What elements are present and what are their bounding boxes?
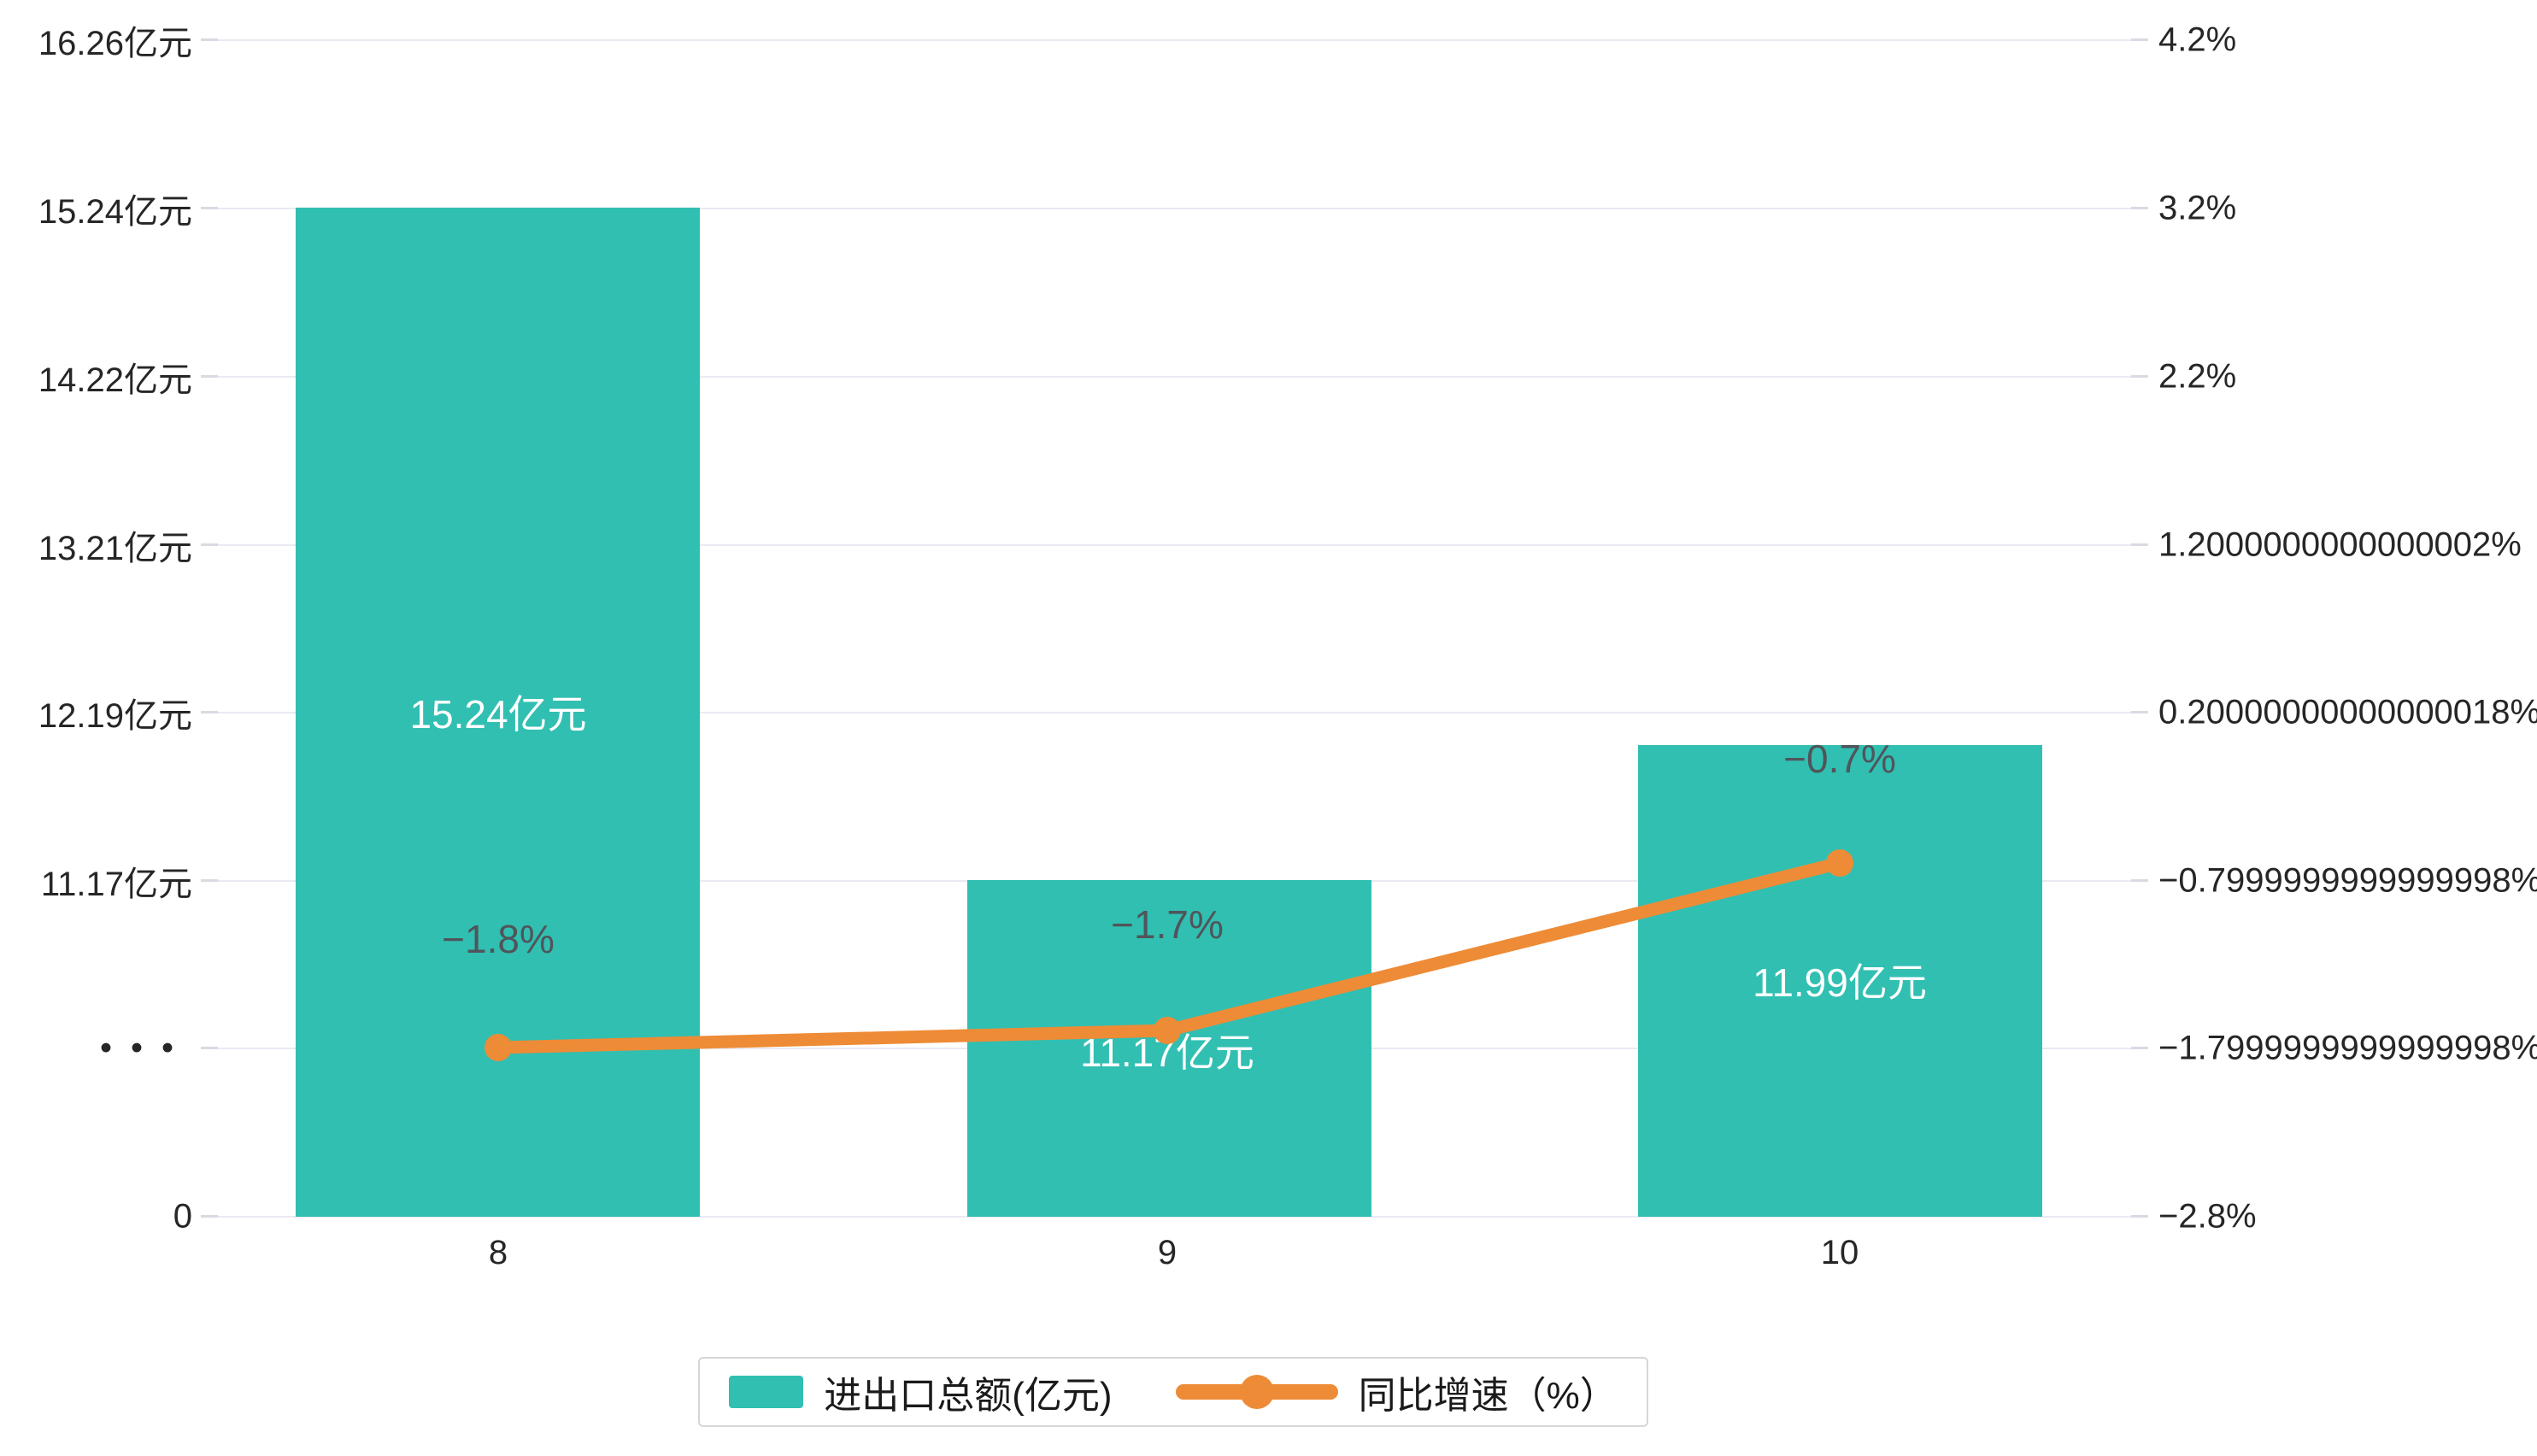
left-axis-label: 14.22亿元	[38, 361, 192, 399]
right-axis-tickmark	[2131, 1215, 2148, 1218]
line-value-label: −0.7%	[1783, 737, 1896, 781]
right-axis-label: 0.20000000000000018%	[2158, 693, 2537, 731]
legend-label-bar: 进出口总额(亿元)	[824, 1375, 1113, 1417]
gridline	[218, 39, 2131, 41]
legend-item-line-series[interactable]: 同比增速（%）	[1175, 1365, 1618, 1419]
gridline	[218, 544, 2131, 546]
right-axis-label: 4.2%	[2158, 21, 2237, 59]
left-axis-tickmark	[201, 711, 218, 713]
right-axis-tickmark	[2131, 375, 2148, 378]
bar-series-swatch-icon	[729, 1376, 804, 1408]
left-axis-tickmark	[201, 879, 218, 882]
right-axis-label: 1.2000000000000002%	[2158, 525, 2522, 564]
right-axis-tickmark	[2131, 207, 2148, 209]
x-axis-label: 10	[1820, 1234, 1859, 1271]
gridline	[218, 376, 2131, 378]
right-axis-label: 2.2%	[2158, 357, 2237, 396]
left-axis-tickmark	[201, 207, 218, 209]
right-axis-tickmark	[2131, 543, 2148, 546]
left-axis-tickmark	[201, 1215, 218, 1218]
bar-value-label: 11.99亿元	[1753, 960, 1927, 1005]
line-series-swatch-icon	[1175, 1375, 1338, 1409]
left-axis-label: 16.26亿元	[38, 25, 192, 62]
line-value-label: −1.7%	[1111, 902, 1224, 947]
legend-label-line: 同比增速（%）	[1358, 1375, 1618, 1417]
bar-value-label: 11.17亿元	[1080, 1030, 1254, 1075]
x-axis-label: 9	[1157, 1234, 1177, 1271]
right-axis-tickmark	[2131, 711, 2148, 713]
right-axis-label: −1.7999999999999998%	[2158, 1029, 2537, 1067]
left-axis-tickmark	[201, 543, 218, 546]
left-axis-label: 12.19亿元	[38, 697, 192, 735]
left-axis-tickmark	[201, 1047, 218, 1049]
right-axis-tickmark	[2131, 1047, 2148, 1049]
right-axis-label: −0.7999999999999998%	[2158, 861, 2537, 900]
left-axis-tickmark	[201, 375, 218, 378]
gridline	[218, 1216, 2131, 1218]
left-axis-tickmark	[201, 38, 218, 41]
bar-value-label: 15.24亿元	[409, 692, 587, 737]
right-axis-tickmark	[2131, 38, 2148, 41]
right-axis-label: −2.8%	[2158, 1197, 2257, 1236]
left-axis-label: 13.21亿元	[38, 530, 192, 567]
x-axis-label: 8	[488, 1234, 508, 1271]
line-series-dot-icon	[1239, 1375, 1274, 1409]
left-axis-break-label: •••	[99, 1029, 192, 1067]
gridline	[218, 712, 2131, 713]
legend: 进出口总额(亿元) 同比增速（%）	[698, 1357, 1648, 1427]
right-axis-tickmark	[2131, 879, 2148, 882]
left-axis-label: 15.24亿元	[38, 193, 192, 231]
gridline	[218, 208, 2131, 209]
right-axis-label: 3.2%	[2158, 189, 2237, 227]
left-axis-label: 0	[173, 1197, 192, 1236]
line-value-label: −1.8%	[442, 917, 555, 961]
legend-item-bar-series[interactable]: 进出口总额(亿元)	[729, 1365, 1113, 1419]
left-axis-label: 11.17亿元	[40, 866, 192, 903]
